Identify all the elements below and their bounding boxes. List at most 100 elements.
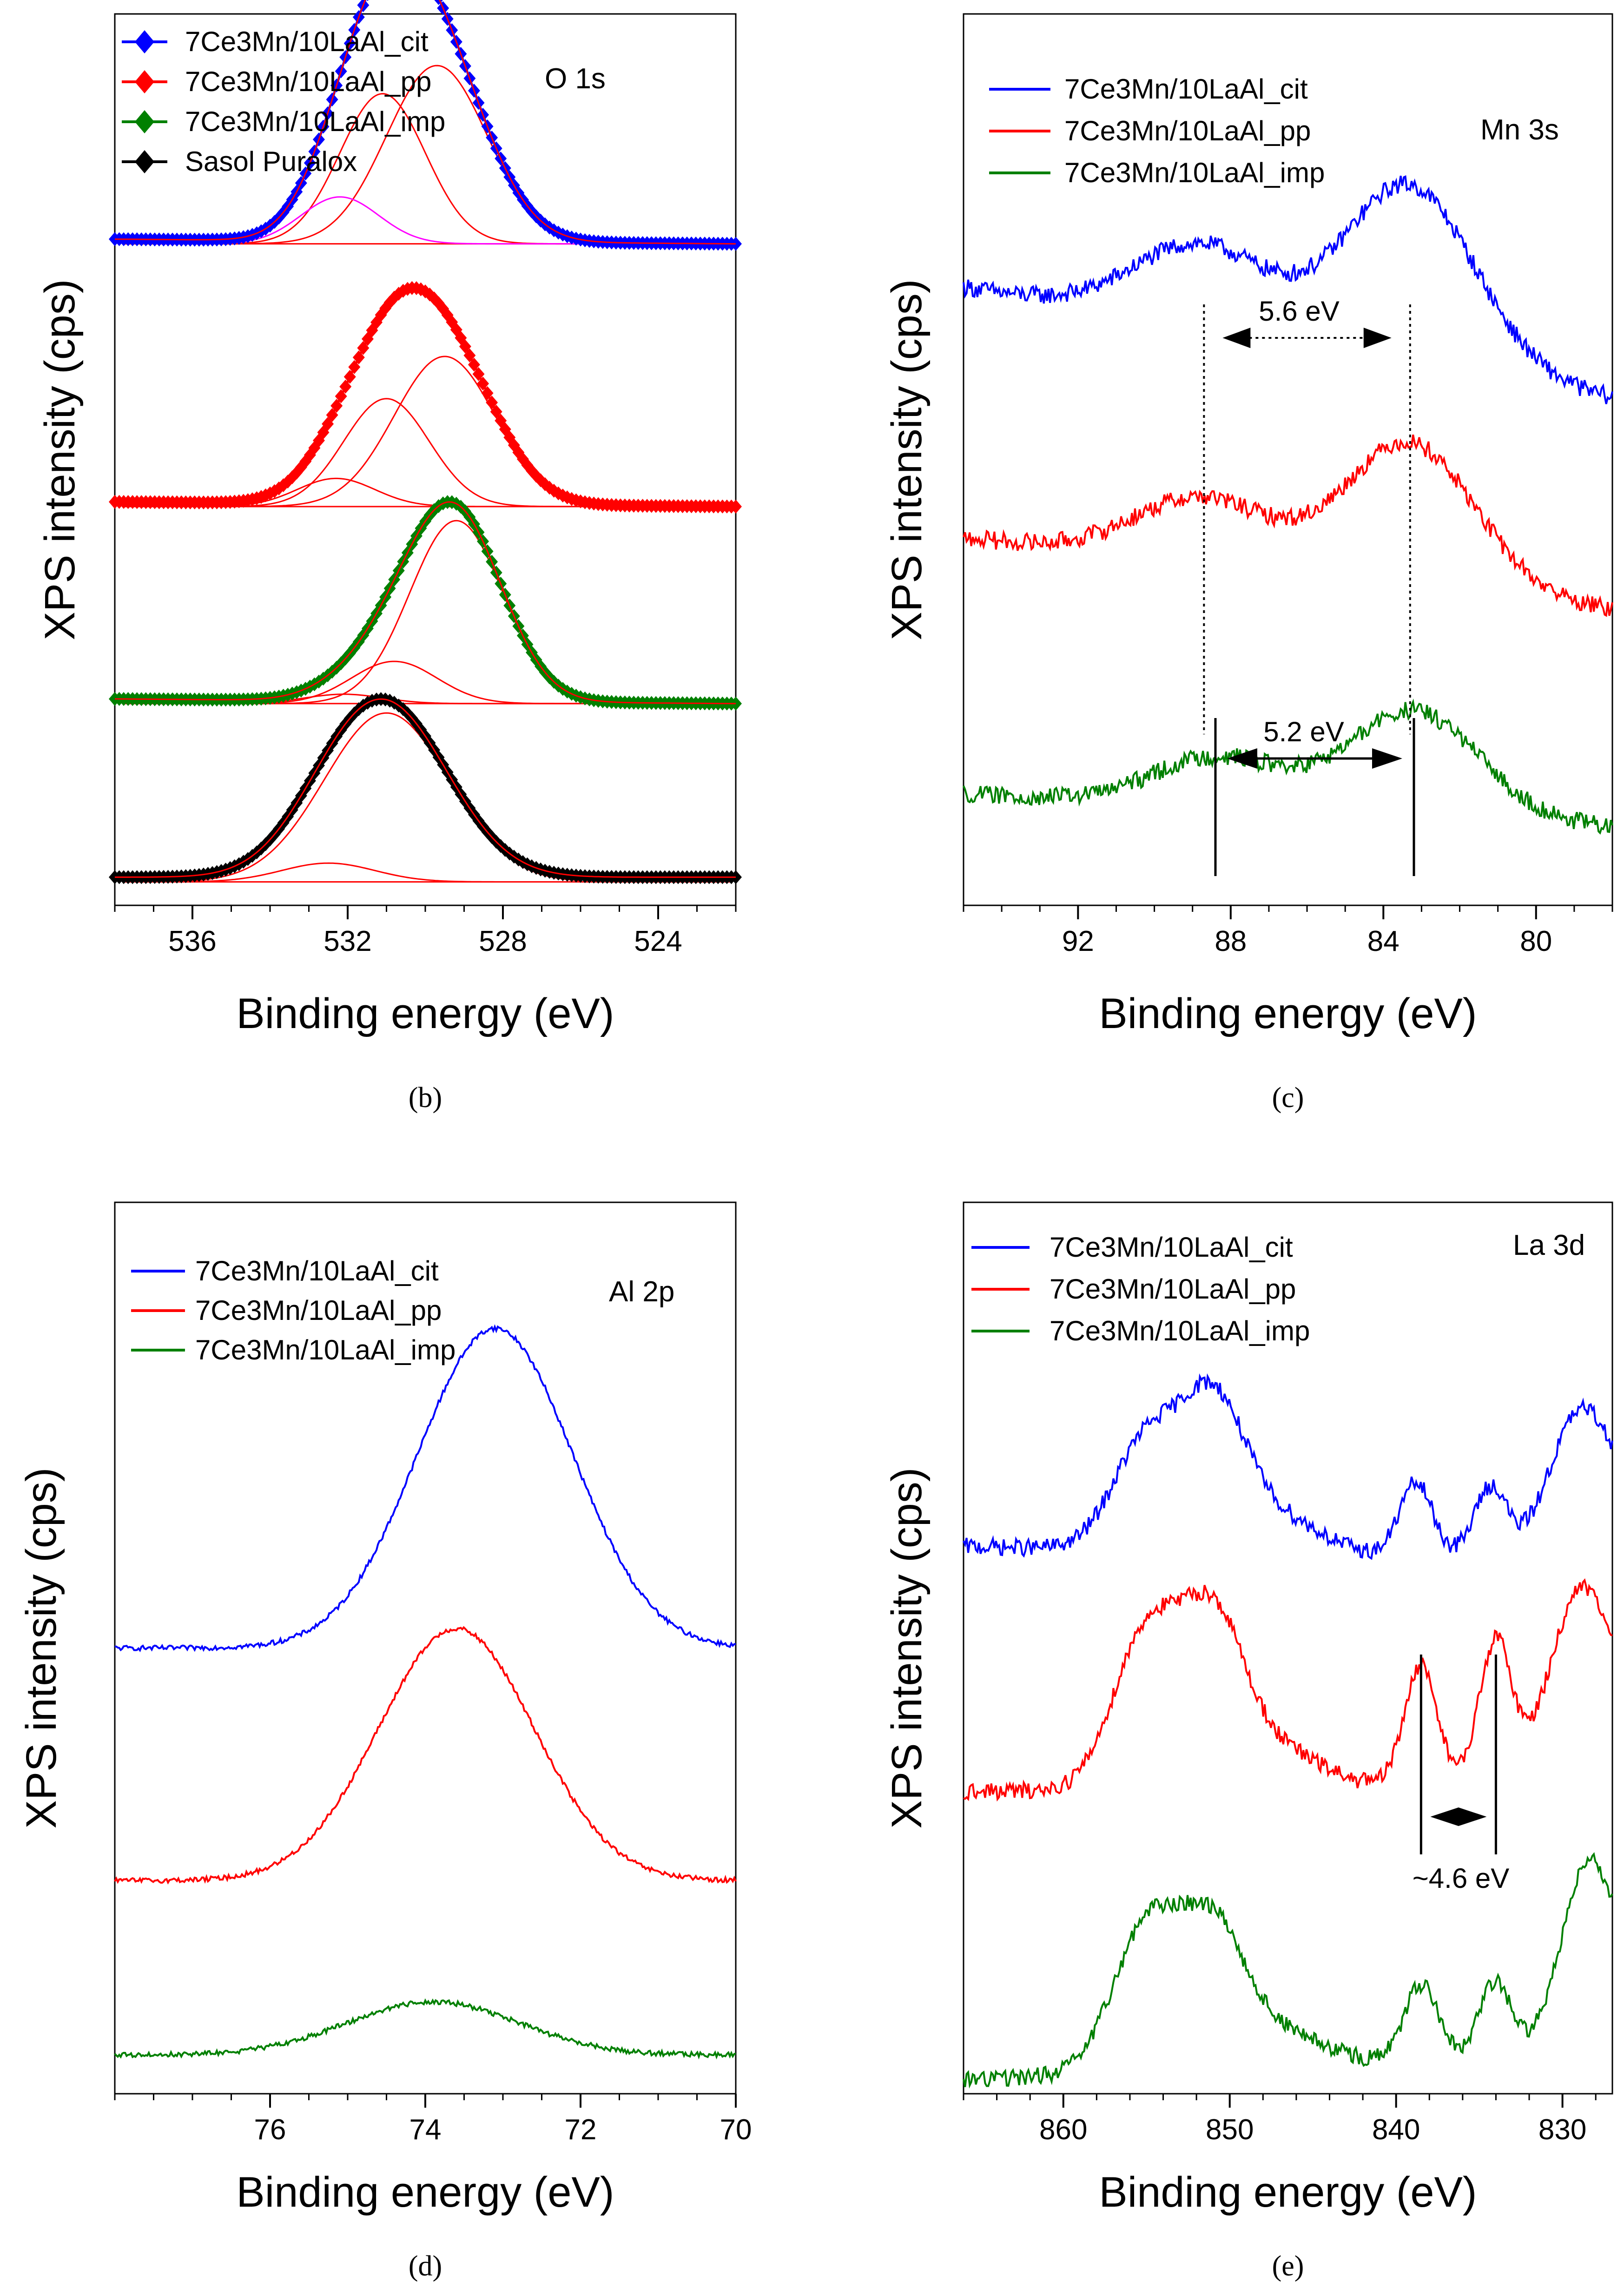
x-tick-label: 76 (254, 2114, 286, 2146)
fit-envelope (114, 0, 736, 245)
arrow-left-icon (1227, 748, 1257, 769)
legend-label: 7Ce3Mn/10LaAl_cit (185, 26, 429, 57)
panel-c-x-ticks: 92 88 84 80 (963, 905, 1613, 957)
panel-c-annotation: Mn 3s (1480, 114, 1559, 146)
panel-b: 536 532 528 524 XPS intensity (cps) Binding… (36, 0, 742, 1114)
panel-e-legend: 7Ce3Mn/10LaAl_cit 7Ce3Mn/10LaAl_pp 7Ce3M… (971, 1232, 1310, 1346)
legend-label: 7Ce3Mn/10LaAl_pp (1064, 115, 1311, 146)
legend-entry: 7Ce3Mn/10LaAl_pp (122, 66, 431, 97)
legend-label: 7Ce3Mn/10LaAl_imp (1064, 157, 1325, 188)
series-line (114, 1998, 736, 2060)
legend-entry: 7Ce3Mn/10LaAl_imp (122, 106, 445, 137)
series-line (115, 698, 736, 878)
x-tick-label: 524 (634, 925, 682, 957)
double-arrow-icon (1430, 1807, 1487, 1826)
legend-entry: 7Ce3Mn/10LaAl_cit (122, 26, 429, 57)
series-line (963, 1852, 1613, 2089)
panel-c-xlabel: Binding energy (eV) (1099, 990, 1477, 1037)
panel-d: 76 74 72 70 XPS intensity (cps) Binding ene… (18, 1201, 752, 2282)
panel-e-caption: (e) (1272, 2250, 1304, 2282)
x-tick-label: 92 (1062, 925, 1094, 957)
x-tick-label: 88 (1215, 925, 1247, 957)
panel-e-xlabel: Binding energy (eV) (1099, 2169, 1477, 2216)
diamond-marker-icon (135, 70, 154, 93)
legend-entry: 7Ce3Mn/10LaAl_cit (131, 1255, 439, 1286)
x-tick-label: 532 (323, 925, 371, 957)
legend-entry: 7Ce3Mn/10LaAl_pp (131, 1295, 442, 1326)
series-line (114, 501, 736, 705)
panel-c-caption: (c) (1272, 1082, 1304, 1114)
panel-b-x-ticks: 536 532 528 524 (114, 905, 737, 957)
x-tick-label: 70 (720, 2114, 752, 2146)
arrow-left-icon (1222, 328, 1251, 348)
panel-e-data (963, 1373, 1613, 2089)
legend-label: Sasol Puralox (185, 146, 357, 177)
diamond-marker-icon (135, 110, 154, 133)
x-tick-label: 860 (1039, 2114, 1087, 2146)
fit-envelope (115, 698, 736, 878)
diamond-marker-icon (135, 150, 154, 173)
series-line (963, 1578, 1613, 1802)
legend-label: 7Ce3Mn/10LaAl_imp (1050, 1315, 1310, 1346)
panel-c-ylabel: XPS intensity (cps) (883, 279, 931, 640)
panel-b-data (109, 0, 742, 884)
series-line (115, 287, 736, 508)
panel-c: 92 88 84 80 5.6 eV 5.2 eV XPS intensity (cp… (883, 13, 1613, 1114)
x-tick-label: 840 (1372, 2114, 1420, 2146)
panel-e-frame (963, 1201, 1613, 2095)
series-line (114, 1626, 737, 1885)
panel-b-ylabel: XPS intensity (cps) (36, 279, 84, 640)
legend-label: 7Ce3Mn/10LaAl_pp (195, 1295, 442, 1326)
legend-entry: 7Ce3Mn/10LaAl_imp (131, 1334, 456, 1365)
panel-d-xlabel: Binding energy (eV) (236, 2169, 614, 2216)
panel-e-annotation-4-6: ~4.6 eV (1413, 1863, 1510, 1894)
series-line (963, 435, 1613, 617)
fit-component (153, 862, 581, 883)
x-tick-label: 536 (168, 925, 216, 957)
panel-d-legend: 7Ce3Mn/10LaAl_cit 7Ce3Mn/10LaAl_pp 7Ce3M… (131, 1255, 456, 1365)
panel-c-markers (1203, 304, 1415, 876)
arrow-right-icon (1372, 748, 1402, 769)
legend-entry: 7Ce3Mn/10LaAl_imp (989, 157, 1325, 188)
legend-label: 7Ce3Mn/10LaAl_pp (1050, 1273, 1296, 1305)
x-tick-label: 528 (479, 925, 527, 957)
fit-envelope (115, 287, 736, 508)
panel-d-ylabel: XPS intensity (cps) (18, 1467, 65, 1828)
panel-c-data (963, 175, 1613, 835)
fit-component (153, 356, 581, 508)
panel-e-markers (1419, 1655, 1497, 1854)
series-line (963, 699, 1613, 835)
series-line (963, 1373, 1613, 1560)
diamond-marker-icon (135, 30, 154, 53)
legend-entry: 7Ce3Mn/10LaAl_imp (971, 1315, 1310, 1346)
panel-e-ylabel: XPS intensity (cps) (883, 1467, 931, 1828)
panel-c-annotation-5-6: 5.6 eV (1259, 296, 1339, 327)
panel-d-annotation: Al 2p (609, 1276, 674, 1308)
fit-envelope (114, 501, 736, 705)
arrow-right-icon (1363, 328, 1392, 348)
legend-entry: Sasol Puralox (122, 146, 357, 177)
x-tick-label: 72 (565, 2114, 597, 2146)
panel-c-frame (963, 13, 1613, 906)
legend-entry: 7Ce3Mn/10LaAl_cit (989, 73, 1308, 105)
legend-entry: 7Ce3Mn/10LaAl_pp (971, 1273, 1296, 1305)
x-tick-label: 80 (1520, 925, 1552, 957)
panel-b-caption: (b) (409, 1082, 442, 1114)
x-tick-label: 84 (1367, 925, 1400, 957)
x-tick-label: 850 (1206, 2114, 1254, 2146)
panel-e-x-ticks: 860 850 840 830 (963, 2094, 1597, 2146)
x-tick-label: 74 (409, 2114, 442, 2146)
panel-b-annotation: O 1s (545, 63, 606, 95)
panel-d-caption: (d) (409, 2250, 442, 2282)
panel-d-data (114, 1324, 737, 2060)
series-line (114, 1324, 736, 1652)
x-tick-label: 830 (1538, 2114, 1586, 2146)
legend-label: 7Ce3Mn/10LaAl_imp (185, 106, 445, 137)
panel-c-legend: 7Ce3Mn/10LaAl_cit 7Ce3Mn/10LaAl_pp 7Ce3M… (989, 73, 1325, 188)
panel-b-legend: 7Ce3Mn/10LaAl_cit 7Ce3Mn/10LaAl_pp 7Ce3M… (122, 26, 445, 177)
data-point-marker (366, 0, 369, 1)
legend-entry: 7Ce3Mn/10LaAl_pp (989, 115, 1311, 146)
panel-e: 860 850 840 830 ~4.6 eV XPS intensity (cps)… (883, 1201, 1613, 2282)
series-line (963, 175, 1613, 404)
